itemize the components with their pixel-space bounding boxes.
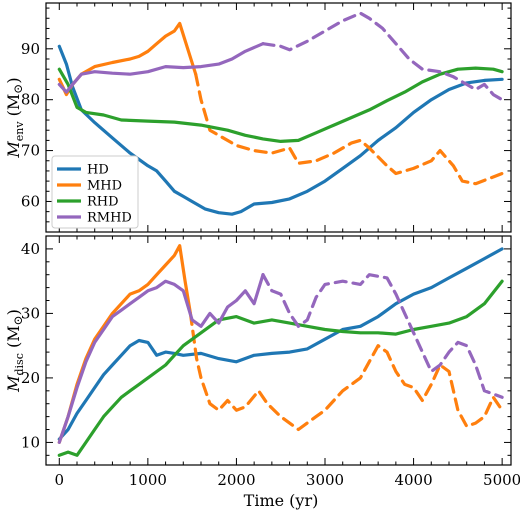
legend-label-rhd: RHD xyxy=(87,195,119,210)
x-tick-label: 3000 xyxy=(306,471,344,489)
series-hd-solid-line xyxy=(57,44,504,216)
series-rhd-solid-line xyxy=(57,66,504,143)
y-tick-label: 70 xyxy=(21,142,40,160)
legend-label-mhd: MHD xyxy=(87,179,122,194)
legend-label-rmhd: RMHD xyxy=(87,211,132,226)
y-axis-label-subscript: disc xyxy=(13,353,26,375)
x-tick-label: 2000 xyxy=(217,471,255,489)
y-axis-label-symbol: M xyxy=(4,375,23,393)
series-rmhd-dashed-line xyxy=(261,11,504,102)
y-axis-label-symbol: M xyxy=(4,141,23,159)
y-axis-label-unit: (M xyxy=(4,94,23,122)
series-rmhd-dashed-line xyxy=(261,273,504,399)
y-axis-label-unit: (M xyxy=(4,325,23,353)
y-axis-label-sun-symbol: ⊙ xyxy=(11,84,25,94)
series-hd-solid-line xyxy=(57,247,504,441)
y-axis-label-close: ) xyxy=(4,309,23,315)
x-tick-label: 4000 xyxy=(394,471,432,489)
y-axis-label: Mdisc (M⊙) xyxy=(4,309,26,393)
y-tick-label: 30 xyxy=(21,304,40,322)
series-rmhd-solid-line xyxy=(57,42,265,94)
y-axis-label-sun-symbol: ⊙ xyxy=(11,315,25,325)
axes-frame xyxy=(45,2,512,233)
y-tick-label: 90 xyxy=(21,40,40,58)
y-axis-label-subscript: env xyxy=(13,121,26,142)
series-mhd-dashed-line xyxy=(194,72,504,186)
legend-box xyxy=(51,155,139,229)
y-tick-label: 80 xyxy=(21,91,40,109)
axes-frame xyxy=(45,235,512,466)
x-tick-label: 5000 xyxy=(483,471,520,489)
series-rmhd-solid-line xyxy=(57,273,265,444)
y-tick-label: 20 xyxy=(21,369,40,387)
x-axis-label: Time (yr) xyxy=(244,491,319,510)
series-mhd-solid-line xyxy=(57,21,198,97)
legend-label-hd: HD xyxy=(87,163,109,178)
x-tick-label: 1000 xyxy=(129,471,167,489)
y-axis-label: Menv (M⊙) xyxy=(4,77,26,158)
y-tick-label: 10 xyxy=(21,433,40,451)
y-tick-label: 60 xyxy=(21,192,40,210)
series-mhd-dashed-line xyxy=(188,311,504,432)
bottom-panel-disc-mass: 0 1000 2000 3000 4000 5000 10 20 30 40 Mdisc (M⊙) xyxy=(4,235,520,489)
x-tick-label: 0 xyxy=(55,471,65,489)
y-axis-label-close: ) xyxy=(4,77,23,83)
y-tick-label: 40 xyxy=(21,240,40,258)
